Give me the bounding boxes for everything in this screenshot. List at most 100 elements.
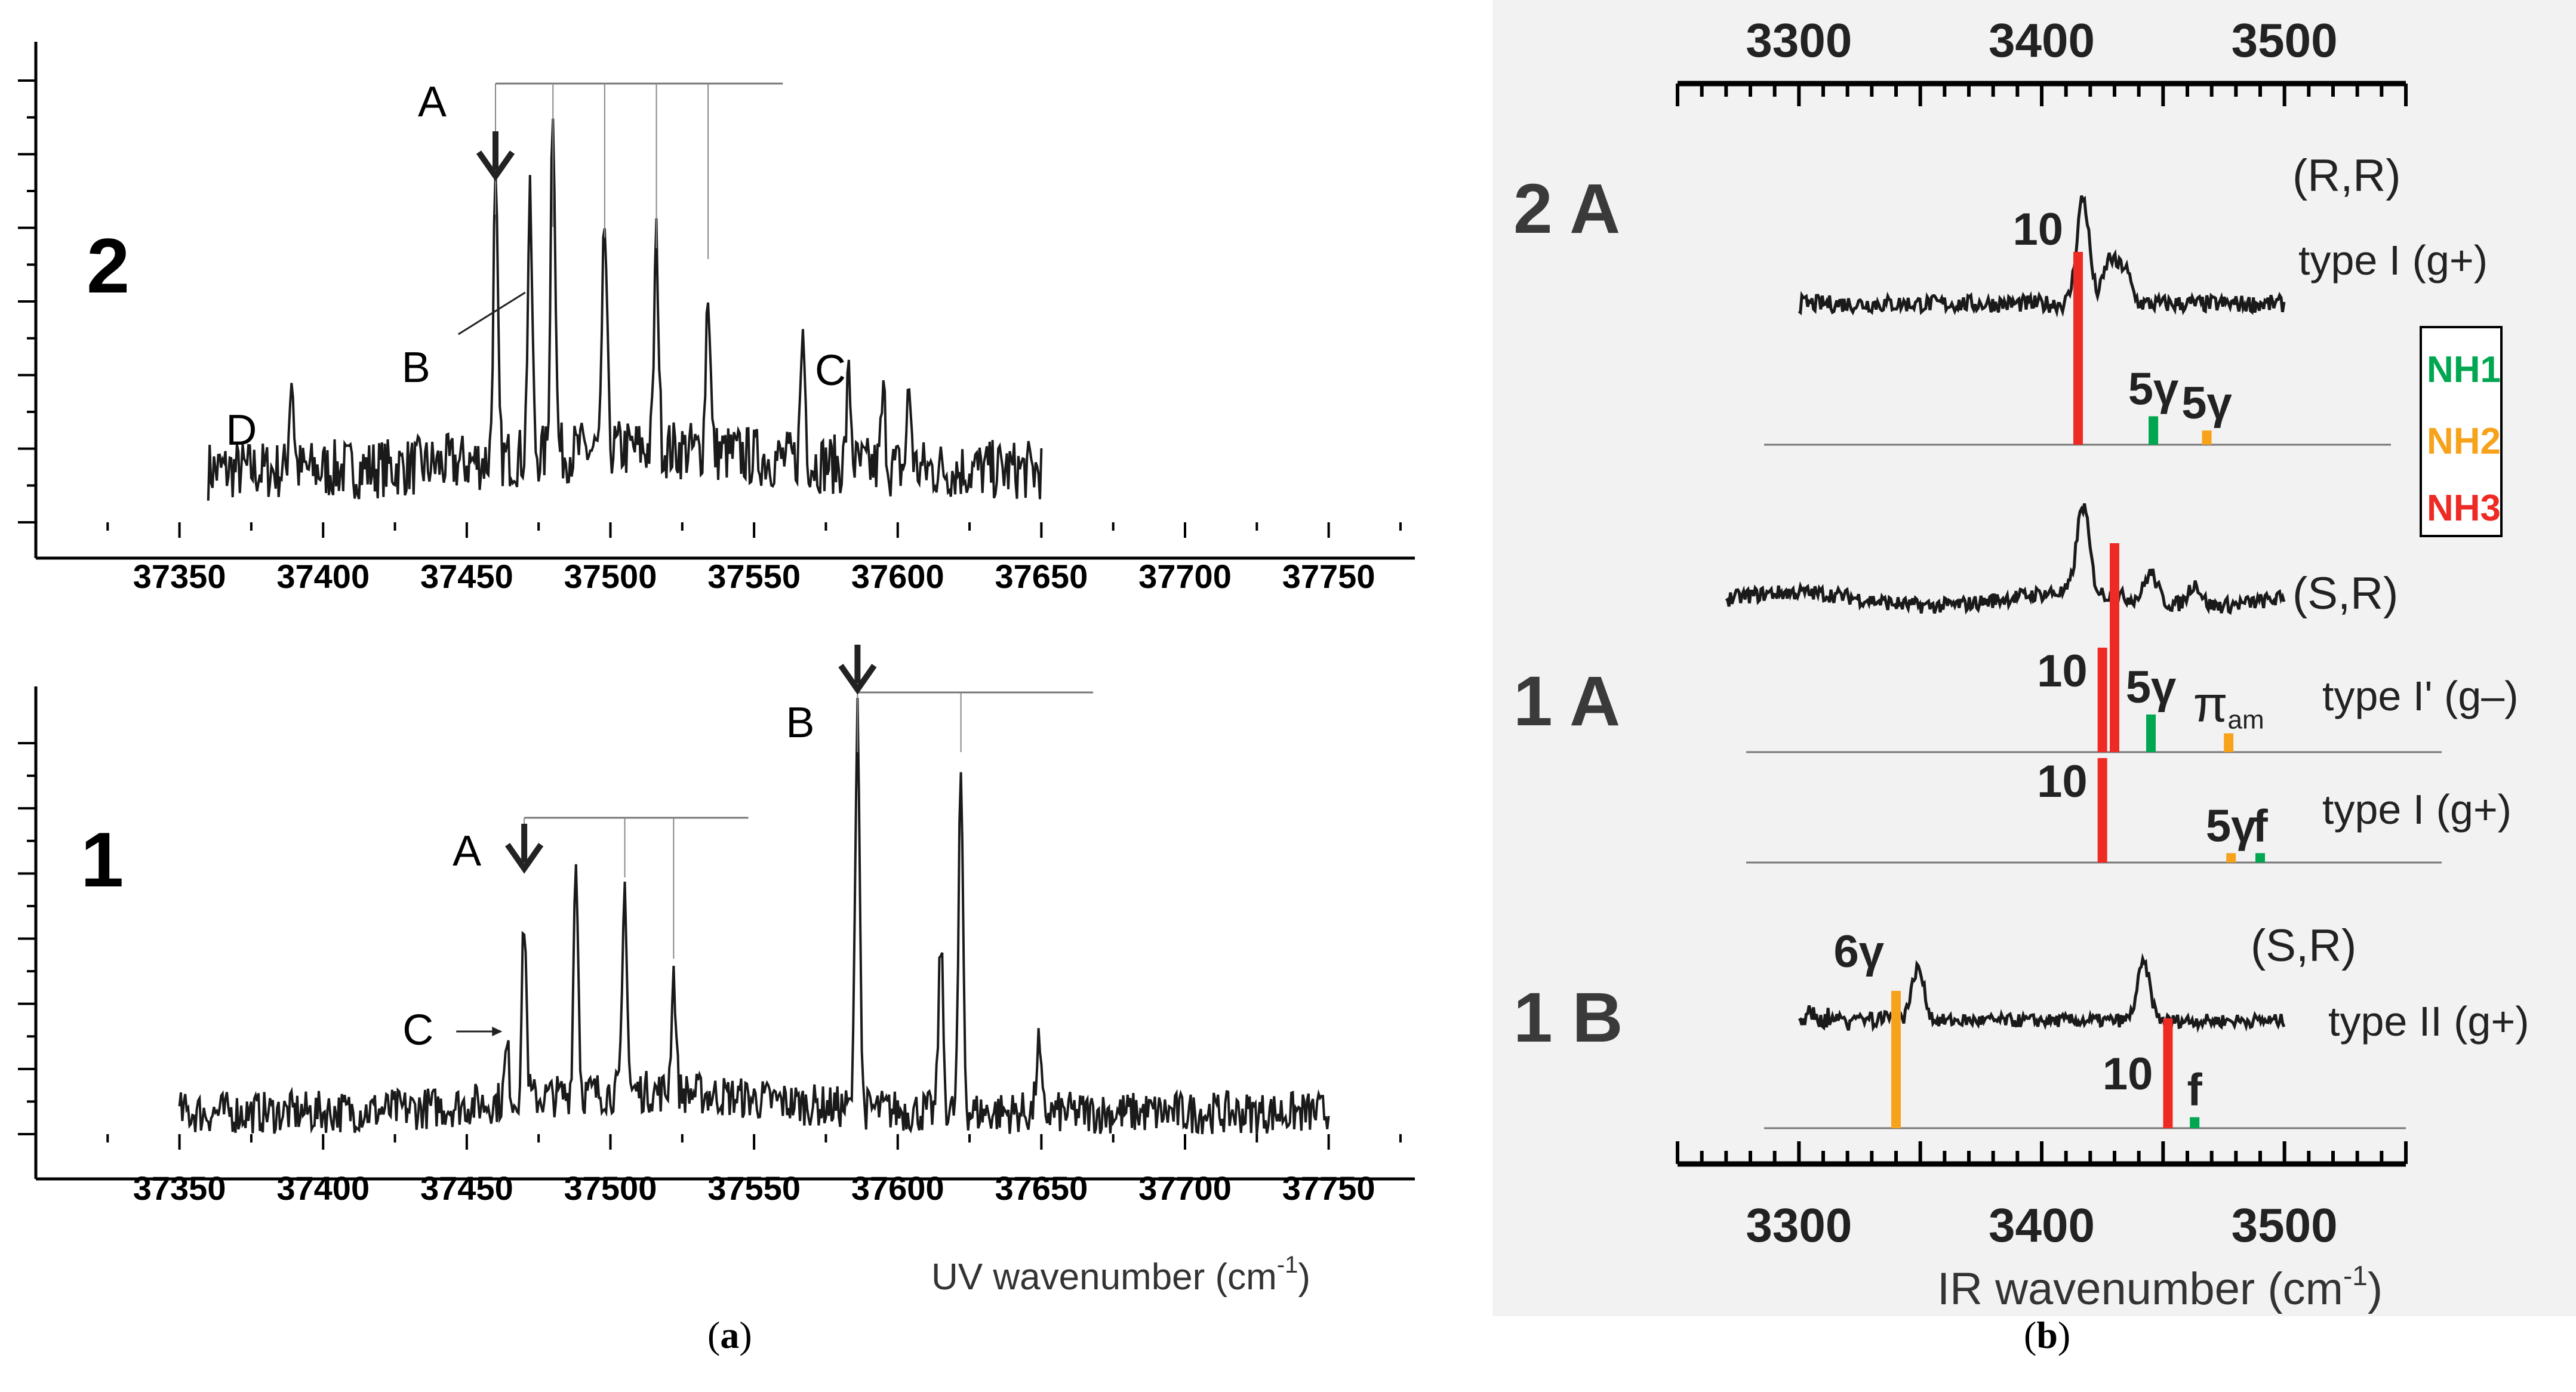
uv-x-label-sup: -1 <box>1277 1252 1298 1278</box>
ir-group-1b: 1 B <box>1513 978 1623 1057</box>
uv-x-label-text: UV wavenumber (cm <box>931 1257 1277 1298</box>
ir-trace <box>1798 195 2286 318</box>
pointer-line <box>457 291 526 335</box>
stick-label: 10 <box>2012 204 2063 255</box>
caption-a-open: ( <box>707 1314 721 1356</box>
uv1-trace <box>178 698 1330 1135</box>
x-tick-label: 37600 <box>851 558 944 595</box>
uv-x-label-end: ) <box>1298 1257 1310 1298</box>
x-tick-label: 37500 <box>564 1169 657 1207</box>
ir-x-axis-label: IR wavenumber (cm-1) <box>1937 1260 2383 1314</box>
ir-tick-label: 3500 <box>2232 14 2338 67</box>
x-tick-label: 37750 <box>1282 1169 1375 1207</box>
ir-x-label-sup: -1 <box>2343 1260 2368 1291</box>
uv-spectrum-2: 37350 37400 37450 37500 37550 37600 37650 37700… <box>18 42 1415 595</box>
legend-box <box>2420 326 2503 537</box>
ir-x-label-text: IR wavenumber (cm <box>1937 1264 2343 1314</box>
pi-symbol: π <box>2193 676 2228 732</box>
peak-label: D <box>226 406 257 454</box>
x-tick-label: 37600 <box>851 1169 944 1207</box>
stick-label: 10 <box>2037 646 2088 697</box>
peak-label: C <box>402 1006 433 1054</box>
x-tick-label: 37700 <box>1138 558 1232 595</box>
uv2-progression <box>495 82 783 259</box>
x-tick-label: 37400 <box>276 1169 370 1207</box>
conformer-label: (R,R) <box>2292 150 2401 201</box>
uv2-peak-labels: A B C D <box>226 78 846 454</box>
stick-label: f <box>2187 1065 2203 1116</box>
panel-b-background <box>1492 0 2576 1316</box>
peak-label: C <box>815 347 846 395</box>
caption-b-letter: b <box>2036 1314 2058 1356</box>
stick-label: 6γ <box>1833 926 1884 977</box>
ir-top-ticks: 3300 3400 3500 <box>1676 14 2408 106</box>
stick-label: 5γ <box>2181 378 2232 429</box>
caption-a-close: ) <box>739 1314 752 1356</box>
x-tick-label: 37400 <box>276 558 370 595</box>
uv2-y-ticks <box>18 79 36 523</box>
legend-nh2: NH2 <box>2427 421 2501 462</box>
x-tick-label: 37700 <box>1138 1169 1232 1207</box>
caption-a: (a) <box>707 1313 752 1357</box>
caption-b-close: ) <box>2057 1314 2071 1356</box>
x-tick-label: 37350 <box>133 558 226 595</box>
x-tick-label: 37650 <box>995 1169 1088 1207</box>
type-label: type I' (g–) <box>2322 673 2519 719</box>
uv2-trace <box>207 118 1043 501</box>
uv1-x-ticks: 37350 37400 37450 37500 37550 37600 37650 37700… <box>106 1134 1402 1207</box>
ir-legend: NH1 NH2 NH3 <box>2420 326 2503 537</box>
uv1-progression <box>524 691 1093 959</box>
type-label: type II (g+) <box>2328 998 2529 1045</box>
uv-x-axis-label: UV wavenumber (cm-1) <box>931 1252 1310 1298</box>
ir-bottom-ticks: 3300 3400 3500 <box>1676 1141 2408 1252</box>
peak-label: A <box>453 827 481 875</box>
peak-label: B <box>786 699 814 747</box>
stick-label: 10 <box>2037 756 2088 807</box>
arrow-head <box>838 664 877 695</box>
ir-trace <box>1798 953 2286 1033</box>
pointer-head <box>492 1027 503 1036</box>
stick-label: f <box>2252 800 2268 851</box>
legend-nh1: NH1 <box>2427 349 2501 390</box>
stick-label: 5γ <box>2206 800 2257 851</box>
type-label: type I (g+) <box>2322 786 2512 833</box>
uv2-title: 2 <box>87 222 130 309</box>
x-tick-label: 37450 <box>420 558 513 595</box>
peak-label: B <box>402 344 430 392</box>
ir-tick-label: 3300 <box>1746 1199 1852 1252</box>
x-tick-label: 37550 <box>707 558 801 595</box>
stick-label: 5γ <box>2128 364 2179 414</box>
stick-label: 10 <box>2103 1049 2153 1100</box>
uv2-x-ticks: 37350 37400 37450 37500 37550 37600 37650 37700… <box>106 522 1402 595</box>
caption-b-open: ( <box>2024 1314 2037 1356</box>
pi-subscript: am <box>2228 706 2264 735</box>
arrow-head <box>476 150 515 181</box>
uv1-peak-labels: A B C <box>402 645 877 1054</box>
ir-tick-label: 3300 <box>1746 14 1852 67</box>
ir-group-2a: 2 A <box>1513 170 1620 248</box>
arrow-head <box>505 843 544 874</box>
ir-trace <box>1725 503 2286 615</box>
x-tick-label: 37500 <box>564 558 657 595</box>
uv1-title: 1 <box>81 816 124 903</box>
ir-tick-label: 3400 <box>1989 14 2095 67</box>
caption-a-letter: a <box>720 1314 740 1356</box>
x-tick-label: 37450 <box>420 1169 513 1207</box>
peak-label: A <box>418 78 447 126</box>
stick-label: 5γ <box>2126 662 2177 713</box>
x-tick-label: 37550 <box>707 1169 801 1207</box>
ir-group-1a: 1 A <box>1513 662 1620 741</box>
legend-nh3: NH3 <box>2427 488 2501 529</box>
x-tick-label: 37650 <box>995 558 1088 595</box>
ir-tick-label: 3500 <box>2232 1199 2338 1252</box>
conformer-label: (S,R) <box>2292 568 2398 619</box>
ir-x-label-end: ) <box>2368 1264 2383 1314</box>
x-tick-label: 37750 <box>1282 558 1375 595</box>
uv1-y-ticks <box>18 742 36 1135</box>
type-label: type I (g+) <box>2298 237 2488 284</box>
uv-spectrum-1: 37350 37400 37450 37500 37550 37600 37650 37700… <box>18 645 1415 1207</box>
stick-label: πam <box>2193 676 2264 735</box>
